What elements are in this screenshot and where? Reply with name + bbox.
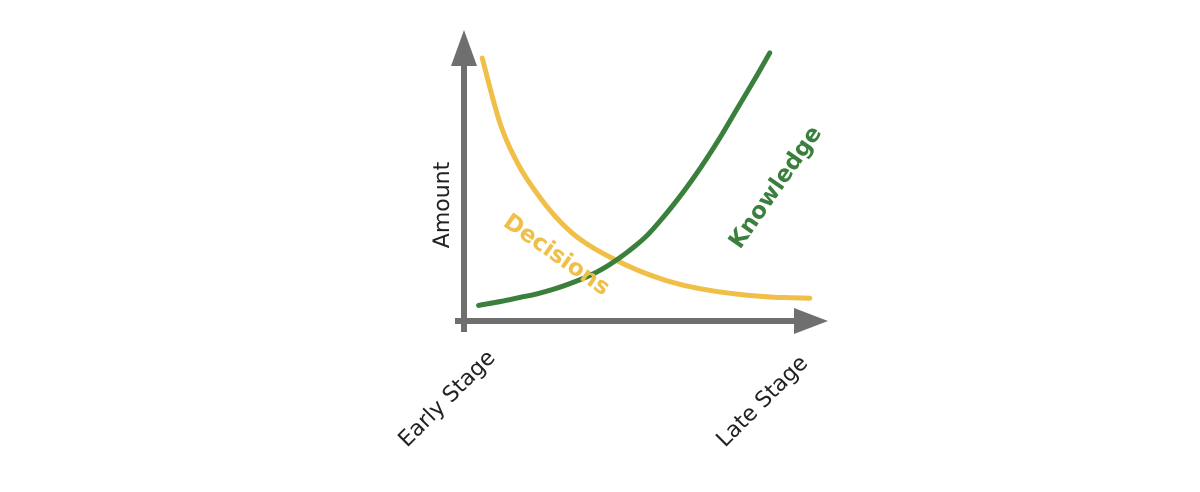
y-axis-arrow-icon	[451, 30, 477, 66]
series-layer	[476, 50, 813, 308]
series-label-knowledge: Knowledge	[724, 121, 827, 253]
series-line-decisions	[479, 55, 813, 301]
axes	[451, 30, 828, 334]
x-axis-arrow-icon	[794, 308, 828, 334]
x-tick-label-late: Late Stage	[712, 351, 813, 452]
x-tick-label-early: Early Stage	[394, 345, 501, 452]
series-line-knowledge	[476, 50, 773, 308]
y-axis-label: Amount	[430, 161, 455, 248]
